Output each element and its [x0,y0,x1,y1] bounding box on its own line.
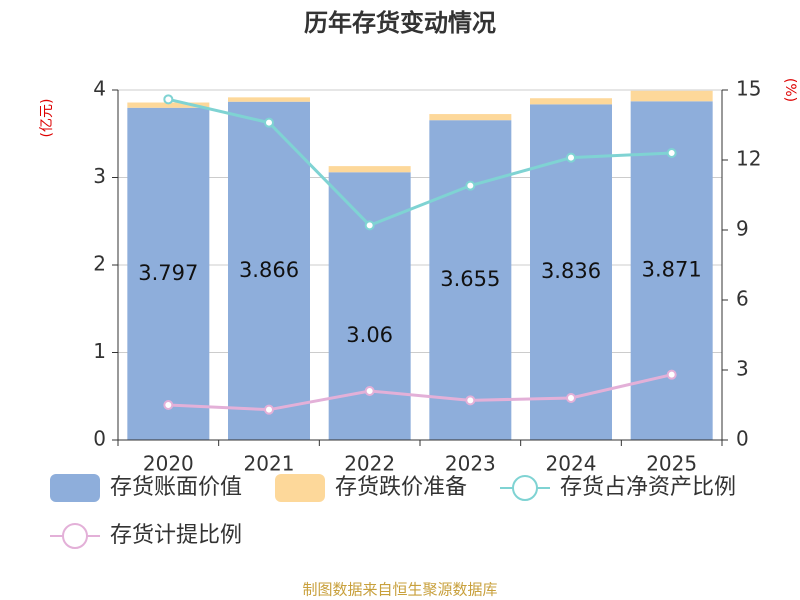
line-point [264,117,274,128]
line [167,97,672,228]
bar-value-label: 3.06 [346,323,393,347]
chart-title: 历年存货变动情况 [304,9,496,37]
x-tick-label: 2022 [344,452,395,476]
y2-tick-label: 6 [736,287,749,311]
y2-tick-label: 0 [736,427,749,451]
y-tick-label: 0 [93,427,106,451]
legend-item[interactable]: 存货计提比例 [50,523,242,549]
bar-value-label: 3.866 [239,258,299,282]
y-tick-label: 1 [93,339,106,363]
bar [429,120,512,440]
line-point [666,369,677,380]
bar [228,97,310,102]
legend-item[interactable]: 存货跌价准备 [275,474,467,502]
line-point [566,393,576,403]
line [168,373,673,412]
line-point [566,152,576,163]
y-tick-label: 4 [93,77,106,101]
x-tick-label: 2024 [546,452,597,476]
line-point [163,94,174,105]
legend-swatch [62,523,88,549]
y2-tick-label: 3 [736,357,749,381]
legend-label: 存货计提比例 [110,523,242,548]
bar [429,114,512,121]
source-note: 制图数据来自恒生聚源数据库 [302,581,497,599]
bar [127,102,210,108]
legend-item[interactable]: 存货占净资产比例 [500,475,736,501]
line-point [465,180,476,191]
bar [127,107,210,440]
y2-tick-label: 15 [736,77,761,101]
line-point [163,400,174,410]
line-point [465,395,476,406]
legend-label: 存货账面价值 [110,475,242,500]
legend-item[interactable]: 存货账面价值 [50,474,242,502]
y-axis-label: (亿元) [39,99,55,138]
legend-swatch [512,475,538,501]
bar [630,90,713,102]
bar-value-label: 3.655 [440,267,500,291]
y-tick-label: 2 [93,252,106,276]
bar-value-label: 3.871 [642,258,702,282]
line-point [364,386,375,396]
y-tick-label: 3 [93,164,106,188]
bar [328,166,411,173]
line-point [666,148,677,158]
y2-axis-label: (%) [782,78,798,102]
line-point [364,220,375,231]
y2-tick-label: 12 [736,147,761,171]
legend-swatch [275,474,325,502]
bar-value-label: 3.836 [541,259,601,283]
x-tick-label: 2025 [646,452,697,476]
legend-label: 存货占净资产比例 [560,475,736,500]
y2-tick-label: 9 [736,217,749,241]
bar [228,101,310,440]
legend-swatch [50,474,100,502]
bar [530,98,612,105]
line-point [264,404,274,415]
x-tick-label: 2020 [143,452,194,476]
legend-label: 存货跌价准备 [335,475,467,500]
bar-value-label: 3.797 [138,261,198,285]
x-tick-label: 2021 [244,452,295,476]
x-tick-label: 2023 [445,452,496,476]
